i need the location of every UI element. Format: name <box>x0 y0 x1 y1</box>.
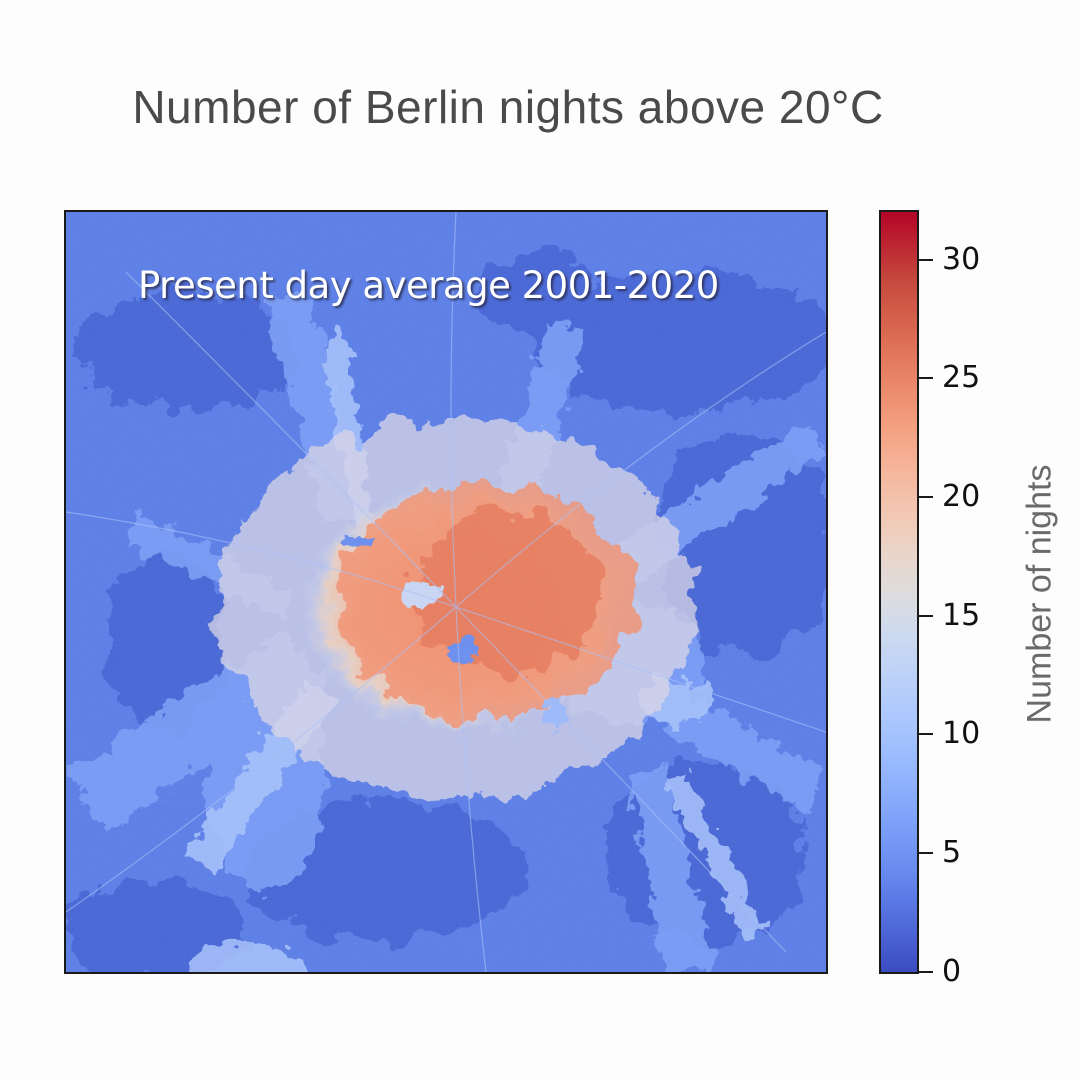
colorbar-tick-label: 10 <box>942 716 981 751</box>
colorbar-tick-label: 15 <box>942 598 981 633</box>
colorbar-tick-label: 5 <box>942 835 962 870</box>
colorbar-tick <box>917 377 933 379</box>
colorbar-tick <box>917 615 933 617</box>
colorbar-label: Number of nights <box>1020 464 1059 724</box>
colorbar-tick <box>917 733 933 735</box>
colorbar-tick-label: 20 <box>942 479 981 514</box>
period-annotation: Present day average 2001-2020 <box>138 264 719 307</box>
chart-title: Number of Berlin nights above 20°C <box>132 81 884 133</box>
heatmap-plot: Present day average 2001-2020 <box>64 210 828 974</box>
colorbar-tick <box>917 852 933 854</box>
heatmap-image <box>66 212 826 972</box>
colorbar-tick-label: 25 <box>942 360 981 395</box>
colorbar-tick-label: 30 <box>942 242 981 277</box>
colorbar-tick <box>917 259 933 261</box>
colorbar-tick <box>917 496 933 498</box>
colorbar-tick <box>917 971 933 973</box>
colorbar <box>879 210 919 974</box>
colorbar-tick-label: 0 <box>942 954 962 989</box>
